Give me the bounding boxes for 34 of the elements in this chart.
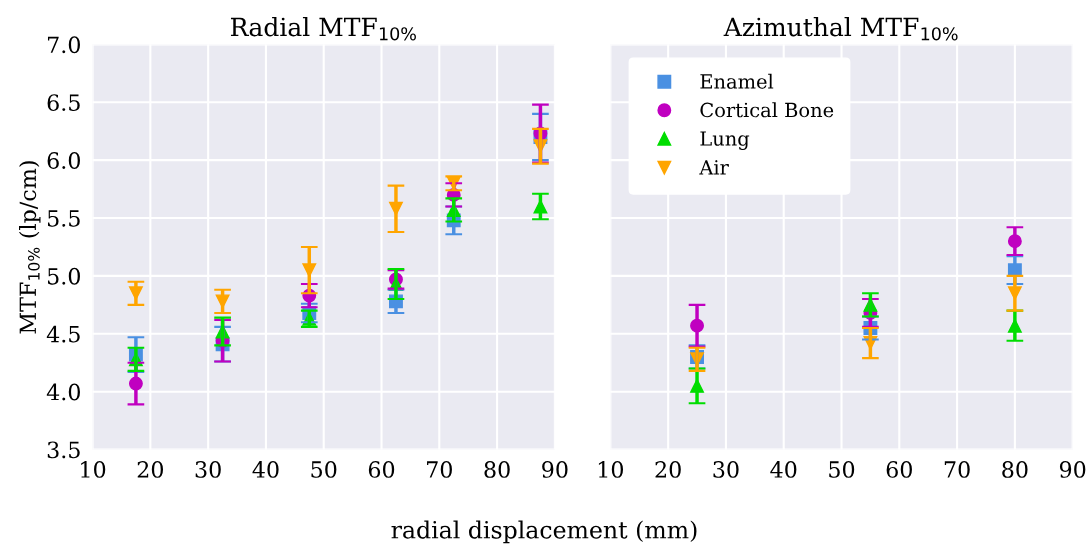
x-tick-label: 70 [944,461,970,478]
x-tick-label: 50 [311,461,337,478]
y-tick-label: 7.0 [47,36,80,54]
y-tick-label: 6.5 [47,94,80,112]
legend-label: Cortical Bone [700,102,834,118]
x-tick-label: 30 [713,461,739,478]
y-tick-label: 3.5 [47,441,80,459]
x-tick-label: 10 [598,461,624,478]
x-tick-label: 40 [252,461,279,478]
x-tick-label: 80 [484,461,510,478]
x-tick-label: 80 [1002,461,1028,478]
y-tick-label: 5.5 [48,210,80,227]
chart-title: Azimuthal MTF$_{10%}$ [723,17,958,41]
x-axis-title: radial displacement (mm) [391,520,697,544]
x-tick-label: 30 [195,461,221,478]
legend-label: Enamel [700,73,774,89]
y-tick-label: 5.0 [48,267,80,285]
x-tick-label: 40 [770,461,797,478]
y-tick-label: 4.5 [46,325,80,343]
y-tick-label: 6.0 [47,152,80,169]
legend-label: Lung [700,131,750,150]
x-tick-label: 50 [829,461,855,478]
y-tick-label: 4.0 [46,383,80,401]
x-tick-label: 90 [1059,461,1086,478]
x-tick-label: 60 [368,461,395,478]
x-tick-label: 70 [427,461,452,478]
x-tick-label: 90 [542,461,568,478]
x-tick-label: 10 [81,461,106,478]
x-tick-label: 20 [137,461,164,478]
x-tick-label: 20 [655,461,681,478]
x-tick-label: 60 [886,461,912,478]
chart-title: Radial MTF$_{10%}$ [230,17,416,41]
legend-label: Air [699,160,729,175]
y-axis-title: MTF$_{10%}$ (lp/cm) [19,161,41,334]
